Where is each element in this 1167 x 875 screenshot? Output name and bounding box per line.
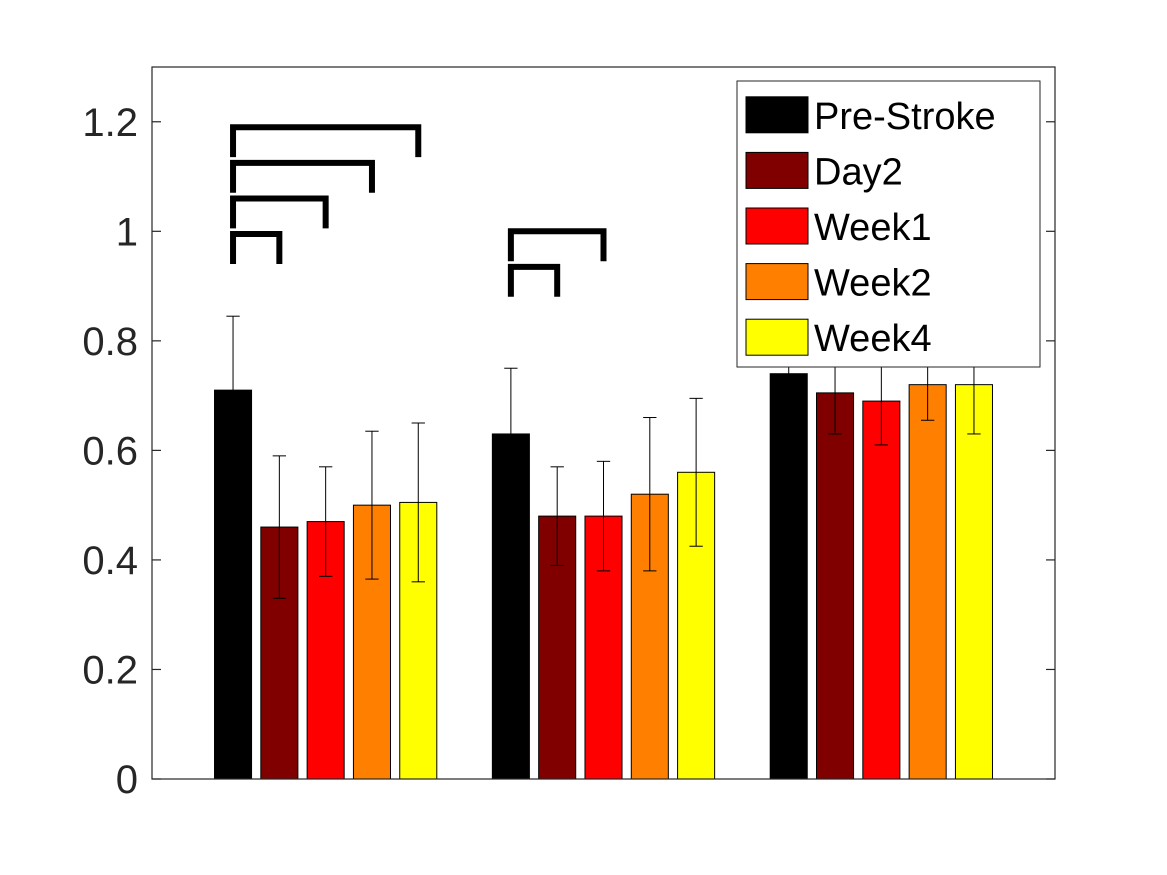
- legend-swatch: [745, 207, 809, 245]
- y-tick-label: 0.2: [82, 648, 138, 692]
- y-tick-label: 1.2: [82, 101, 138, 145]
- significance-bracket: [230, 231, 283, 264]
- legend-swatch: [745, 318, 809, 356]
- legend-label: Week1: [814, 207, 932, 249]
- bar-week4-group-3: [954, 384, 993, 780]
- y-tick-label: 0.4: [82, 539, 138, 583]
- y-axis-ticks: 0 0.2 0.4 0.6 0.8 1 1.2: [82, 101, 1055, 802]
- legend-label: Week4: [814, 318, 932, 360]
- y-tick-label: 1: [116, 210, 138, 254]
- legend-label: Week2: [814, 263, 932, 305]
- bar-week1-group-3: [862, 400, 901, 780]
- significance-bracket: [230, 195, 329, 229]
- bars: [214, 373, 993, 780]
- significance-bracket: [230, 159, 375, 193]
- legend: Pre-Stroke Day2 Week1 Week2 Week4: [736, 80, 1041, 368]
- y-tick-label: 0: [116, 758, 138, 802]
- significance-brackets: [230, 124, 607, 297]
- bar-pre-stroke-group-3: [769, 373, 808, 780]
- legend-swatch: [745, 96, 809, 134]
- legend-label: Day2: [814, 151, 903, 193]
- legend-swatch: [745, 151, 809, 189]
- significance-bracket: [507, 263, 561, 297]
- legend-swatch: [745, 263, 809, 301]
- bar-day2-group-3: [816, 392, 855, 780]
- significance-bracket: [507, 228, 607, 262]
- y-tick-label: 0.6: [82, 429, 138, 473]
- plot-frame: [151, 66, 1056, 780]
- y-tick-label: 0.8: [82, 320, 138, 364]
- significance-bracket: [230, 124, 422, 158]
- bar-week2-group-3: [908, 384, 947, 780]
- legend-label: Pre-Stroke: [814, 96, 996, 138]
